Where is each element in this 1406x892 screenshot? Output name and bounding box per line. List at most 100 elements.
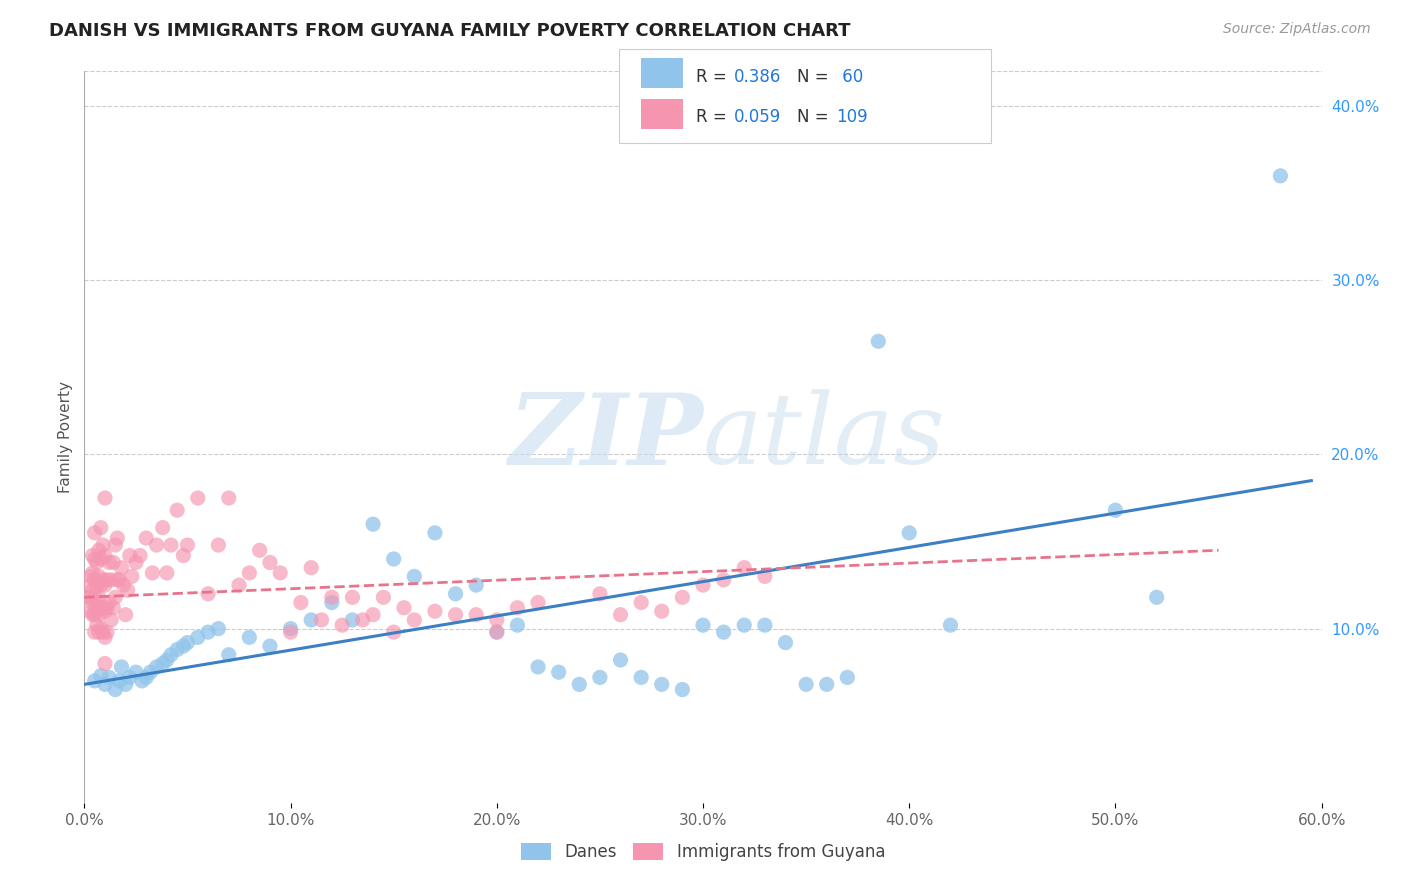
Point xyxy=(207,622,229,636)
Point xyxy=(86,578,108,592)
Point xyxy=(671,591,693,605)
Point xyxy=(361,607,384,622)
Point xyxy=(114,677,136,691)
Point xyxy=(79,591,101,605)
Point xyxy=(321,591,343,605)
Point xyxy=(382,552,405,566)
Point xyxy=(218,491,240,505)
Point xyxy=(82,549,104,563)
Point xyxy=(141,566,163,580)
Point xyxy=(121,569,143,583)
Point xyxy=(86,618,108,632)
Point xyxy=(79,604,101,618)
Point xyxy=(280,625,302,640)
Point xyxy=(90,600,112,615)
Point xyxy=(156,653,179,667)
Point xyxy=(118,549,141,563)
Point xyxy=(187,491,209,505)
Point xyxy=(868,334,890,349)
Point xyxy=(94,578,117,592)
Point xyxy=(754,618,776,632)
Point xyxy=(135,531,157,545)
Point xyxy=(105,531,128,545)
Point xyxy=(100,613,122,627)
Text: 109: 109 xyxy=(837,108,868,127)
Point xyxy=(506,600,529,615)
Point xyxy=(259,639,281,653)
Point xyxy=(100,573,122,587)
Point xyxy=(131,673,153,688)
Point xyxy=(547,665,569,680)
Point xyxy=(444,607,467,622)
Point xyxy=(527,660,550,674)
Point xyxy=(125,556,148,570)
Point xyxy=(775,635,797,649)
Point xyxy=(91,573,114,587)
Text: R =: R = xyxy=(696,68,733,86)
Point xyxy=(96,573,118,587)
Point xyxy=(108,673,131,688)
Point xyxy=(352,613,374,627)
Point xyxy=(79,569,101,583)
Point xyxy=(96,600,118,615)
Text: DANISH VS IMMIGRANTS FROM GUYANA FAMILY POVERTY CORRELATION CHART: DANISH VS IMMIGRANTS FROM GUYANA FAMILY … xyxy=(49,22,851,40)
Point xyxy=(321,595,343,609)
Point xyxy=(506,618,529,632)
Point xyxy=(311,613,333,627)
Point xyxy=(1270,169,1292,183)
Point xyxy=(103,556,125,570)
Point xyxy=(733,618,755,632)
Point xyxy=(82,583,104,598)
Point xyxy=(1104,503,1126,517)
Point xyxy=(651,677,673,691)
Point xyxy=(527,595,550,609)
Point xyxy=(90,578,112,592)
Text: 0.386: 0.386 xyxy=(734,68,782,86)
Point xyxy=(382,625,405,640)
Point xyxy=(98,556,121,570)
Point xyxy=(90,521,112,535)
Point xyxy=(110,560,132,574)
Point xyxy=(609,607,631,622)
Point xyxy=(671,682,693,697)
Y-axis label: Family Poverty: Family Poverty xyxy=(58,381,73,493)
Point xyxy=(87,591,110,605)
Point xyxy=(152,657,174,671)
Point xyxy=(176,635,198,649)
Point xyxy=(82,595,104,609)
Point xyxy=(444,587,467,601)
Point xyxy=(105,573,128,587)
Point xyxy=(713,625,735,640)
Point xyxy=(342,591,364,605)
Point xyxy=(485,625,508,640)
Point xyxy=(91,625,114,640)
Point xyxy=(207,538,229,552)
Point xyxy=(145,660,167,674)
Point xyxy=(609,653,631,667)
Point xyxy=(135,670,157,684)
Point xyxy=(465,607,488,622)
Point xyxy=(361,517,384,532)
Point xyxy=(898,525,921,540)
Point xyxy=(172,549,194,563)
Point xyxy=(837,670,859,684)
Point xyxy=(112,578,135,592)
Point xyxy=(299,613,322,627)
Point xyxy=(91,538,114,552)
Point xyxy=(228,578,250,592)
Text: atlas: atlas xyxy=(703,390,946,484)
Point xyxy=(713,573,735,587)
Point xyxy=(117,583,139,598)
Point xyxy=(939,618,962,632)
Point xyxy=(94,631,117,645)
Point xyxy=(218,648,240,662)
Point xyxy=(589,670,612,684)
Point xyxy=(77,578,100,592)
Text: R =: R = xyxy=(696,108,733,127)
Point xyxy=(249,543,271,558)
Point xyxy=(197,625,219,640)
Point xyxy=(651,604,673,618)
Point xyxy=(94,604,117,618)
Point xyxy=(423,525,446,540)
Point xyxy=(733,560,755,574)
